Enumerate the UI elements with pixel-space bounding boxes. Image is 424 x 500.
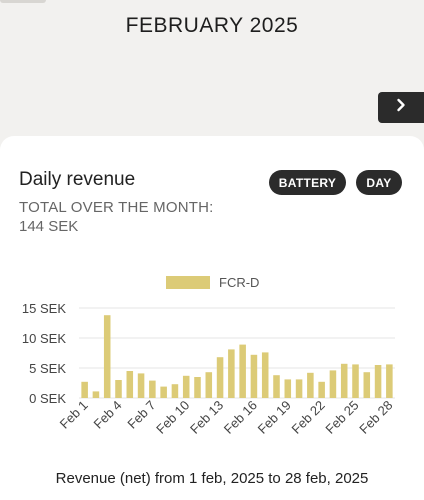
bar <box>149 380 156 398</box>
x-tick-label: Feb 19 <box>255 398 294 437</box>
bar <box>160 386 167 398</box>
bar <box>363 372 371 398</box>
total-label: TOTAL OVER THE MONTH: <box>19 199 214 216</box>
bar <box>307 372 314 398</box>
bar <box>194 377 201 398</box>
chevron-right-icon <box>394 98 408 117</box>
bar <box>239 344 246 398</box>
bar <box>205 372 213 398</box>
y-tick-label: 5 SEK <box>29 361 66 376</box>
bar <box>92 391 100 398</box>
bar <box>250 354 258 398</box>
bar <box>171 384 179 398</box>
y-tick-label: 15 SEK <box>22 301 66 316</box>
x-tick-label: Feb 13 <box>187 398 226 437</box>
battery-button[interactable]: BATTERY <box>269 170 346 195</box>
x-tick-label: Feb 22 <box>289 398 328 437</box>
bar <box>295 379 303 398</box>
y-tick-label: 0 SEK <box>29 391 66 406</box>
bar <box>182 375 190 398</box>
legend-swatch <box>166 276 210 289</box>
legend-label: FCR-D <box>219 275 259 290</box>
next-month-button[interactable] <box>378 92 424 123</box>
bar <box>81 381 88 398</box>
bar <box>126 371 134 398</box>
x-tick-label: Feb 10 <box>153 398 192 437</box>
daily-revenue-card: Daily revenue TOTAL OVER THE MONTH: 144 … <box>0 136 424 500</box>
bar <box>228 349 235 398</box>
total-value: 144 SEK <box>19 218 79 235</box>
bar <box>329 370 337 398</box>
bar <box>386 364 393 398</box>
month-title: FEBRUARY 2025 <box>125 14 299 37</box>
bar <box>284 379 292 398</box>
x-tick-label: Feb 28 <box>356 398 395 437</box>
x-tick-label: Feb 25 <box>322 398 361 437</box>
top-tab <box>0 0 46 3</box>
bar <box>318 381 325 398</box>
bar <box>115 380 122 398</box>
x-tick-label: Feb 16 <box>221 398 260 437</box>
day-button[interactable]: DAY <box>356 170 402 195</box>
bar <box>273 375 280 398</box>
bar <box>137 373 145 398</box>
card-title: Daily revenue <box>19 169 136 190</box>
bar <box>216 357 224 398</box>
x-tick-label: Feb 4 <box>91 398 125 432</box>
bar <box>340 363 348 398</box>
bar <box>103 315 111 398</box>
bar <box>374 365 382 398</box>
bar <box>261 352 269 398</box>
bar <box>352 364 359 398</box>
chart-caption: Revenue (net) from 1 feb, 2025 to 28 feb… <box>55 470 369 487</box>
y-tick-label: 10 SEK <box>22 331 66 346</box>
